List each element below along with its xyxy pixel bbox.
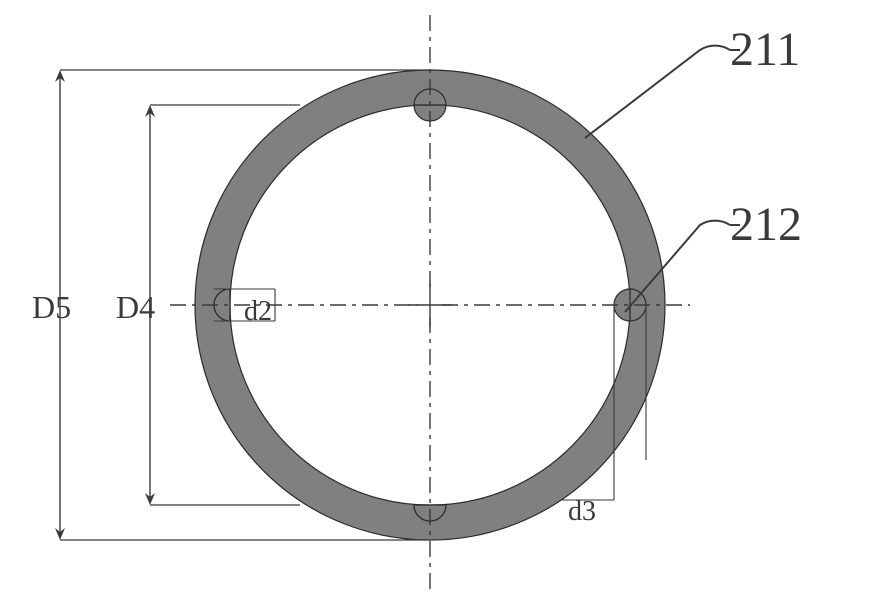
D5-label: D5 [32, 289, 71, 325]
diagram-canvas: D5 D4 d2 d3 211 212 [0, 0, 894, 597]
D4-label: D4 [116, 289, 155, 325]
c212-label: 212 [730, 198, 802, 251]
c211-leader [585, 46, 730, 138]
c211-label: 211 [730, 23, 800, 76]
d3-label: d3 [568, 496, 596, 527]
d2-label: d2 [244, 296, 272, 327]
